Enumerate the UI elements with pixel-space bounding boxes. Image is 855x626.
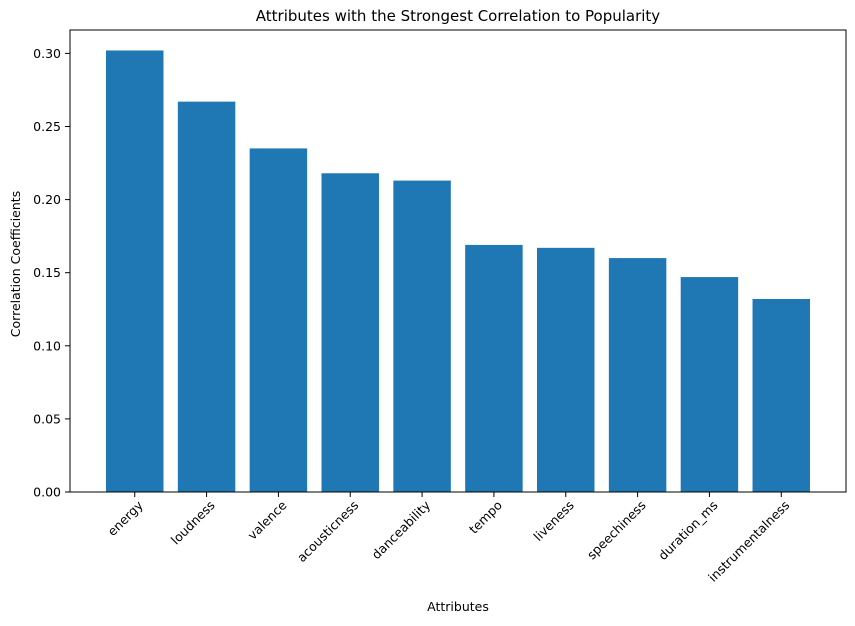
y-tick-label: 0.30 [33,46,61,61]
chart-title: Attributes with the Strongest Correlatio… [256,7,661,25]
x-tick-label-loudness: loudness [168,498,218,548]
y-tick-label: 0.25 [33,119,61,134]
x-tick-label-danceability: danceability [369,497,434,562]
bar-loudness [177,101,236,492]
x-tick-label-acousticness: acousticness [294,498,362,566]
y-axis-label: Correlation Coefficients [8,191,23,337]
y-tick-label: 0.05 [33,411,61,426]
x-tick-label-duration_ms: duration_ms [655,498,720,563]
x-tick-label-liveness: liveness [530,498,576,544]
y-tick-label: 0.20 [33,192,61,207]
x-tick-label-valence: valence [244,497,289,542]
bar-speechiness [608,258,667,492]
x-axis-label: Attributes [427,599,489,614]
bar-energy [106,50,164,492]
axes-frame [69,29,847,493]
x-tick-label-tempo: tempo [466,498,505,537]
bar-acousticness [321,173,379,492]
bar-tempo [465,244,523,492]
y-tick-label: 0.00 [33,485,61,500]
x-tick-label-energy: energy [104,497,146,539]
x-tick-label-speechiness: speechiness [584,498,649,563]
x-tick-label-instrumentalness: instrumentalness [705,498,792,585]
y-tick-label: 0.15 [33,265,61,280]
bar-valence [249,148,308,493]
bar-danceability [393,180,451,492]
bar-liveness [537,247,595,492]
bar-instrumentalness [752,299,810,492]
y-tick-label: 0.10 [33,338,61,353]
bar-duration_ms [680,277,739,492]
plot-area: 0.00 0.05 0.10 0.15 0.20 0.25 0.30 energy loudne… [33,29,847,585]
